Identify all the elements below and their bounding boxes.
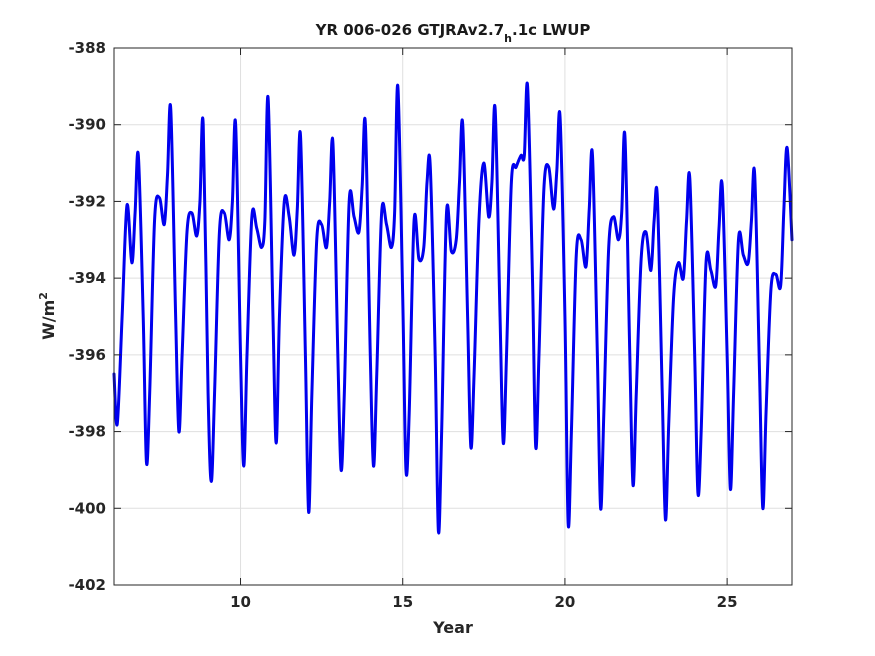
x-tick-label: 25 — [717, 593, 738, 611]
y-tick-label: -388 — [68, 39, 106, 57]
y-axis-label-superscript: 2 — [37, 292, 50, 300]
chart-title-suffix: .1c LWUP — [512, 21, 590, 39]
x-tick-label: 20 — [554, 593, 575, 611]
y-tick-label: -394 — [68, 269, 106, 287]
chart-title: YR 006-026 GTJRAv2.7h.1c LWUP — [315, 21, 591, 45]
data-line-group — [112, 81, 794, 535]
x-axis-label: Year — [432, 618, 473, 637]
x-tick-label: 10 — [230, 593, 251, 611]
tick-marks — [114, 47, 792, 586]
y-tick-label: -398 — [68, 423, 106, 441]
chart-title-subscript: h — [504, 32, 512, 45]
x-tick-label: 15 — [392, 593, 413, 611]
y-tick-label: -392 — [68, 192, 106, 210]
y-tick-label: -390 — [68, 116, 106, 134]
y-tick-label: -396 — [68, 346, 106, 364]
y-axis-label: W/m2 — [37, 292, 58, 340]
series-line — [112, 81, 794, 535]
y-tick-label: -400 — [68, 499, 106, 517]
axes-box — [113, 47, 793, 586]
y-axis-label-base: W/m — [39, 300, 58, 340]
tick-labels: -402 -400 -398 -396 -394 -392 -390 -388 10 15 20 25 — [68, 39, 737, 611]
chart-title-main: YR 006-026 GTJRAv2.7 — [315, 21, 505, 39]
y-tick-label: -402 — [68, 576, 106, 594]
